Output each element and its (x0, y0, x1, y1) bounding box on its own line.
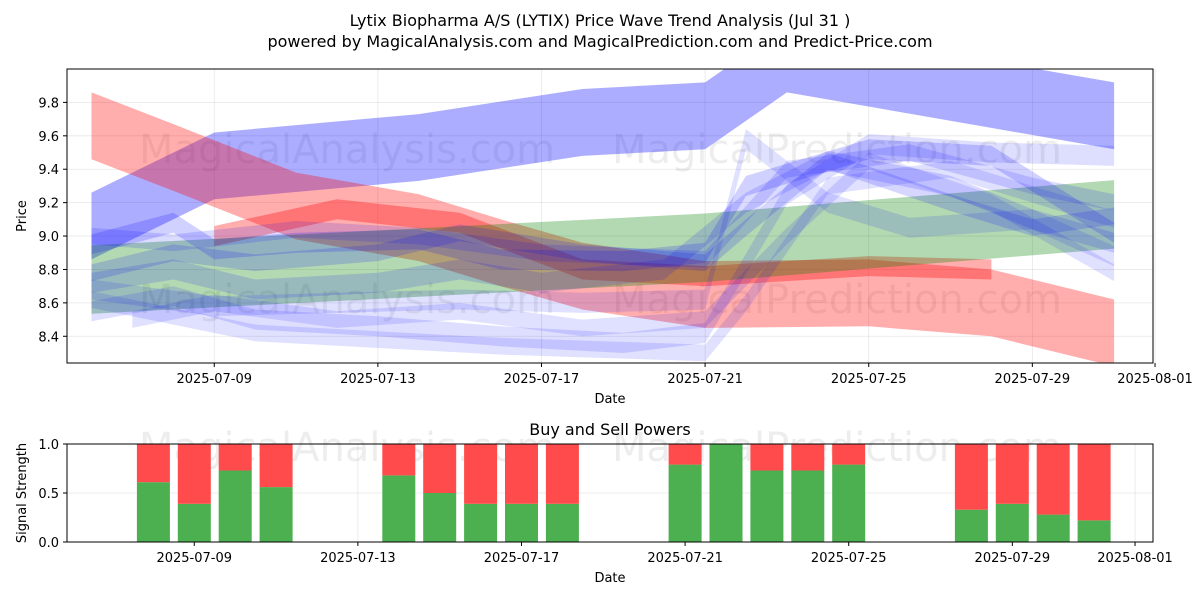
price-y-tick-label: 9.2 (38, 197, 59, 212)
price-x-tick-label: 2025-08-01 (1117, 372, 1193, 387)
sell-bar-2025-07-29 (995, 444, 1029, 504)
powers-x-tick-label: 2025-07-09 (156, 551, 232, 566)
sell-bar-2025-07-25 (832, 444, 866, 465)
watermark-prediction: MagicalPrediction.com (612, 127, 1062, 173)
price-wave-band-red-2 (214, 199, 992, 287)
buy-bar-2025-07-28 (954, 509, 988, 542)
price-x-tick-label: 2025-07-09 (176, 372, 252, 387)
buy-bar-2025-07-21 (668, 464, 702, 542)
powers-x-tick-label: 2025-07-17 (484, 551, 560, 566)
buy-bar-2025-07-18 (545, 503, 579, 542)
buy-bar-2025-07-08 (136, 482, 170, 542)
price-wave-band-blue-0 (91, 69, 1115, 260)
powers-bars (136, 444, 1111, 542)
powers-y-axis-label: Signal Strength (15, 443, 30, 543)
price-watermarks: MagicalAnalysis.com MagicalPrediction.co… (139, 127, 1062, 323)
watermark-prediction-lower: MagicalPrediction.com (612, 277, 1062, 323)
buy-bar-2025-07-22 (709, 444, 743, 542)
powers-x-tick-label: 2025-07-21 (647, 551, 723, 566)
powers-x-axis-label: Date (594, 571, 625, 586)
powers-x-tick-label: 2025-07-13 (320, 551, 396, 566)
price-wave-band-blue-10 (91, 144, 1115, 268)
price-y-tick-label: 9.6 (38, 130, 59, 145)
powers-x-tick-label: 2025-07-29 (975, 551, 1051, 566)
price-y-tick-label: 9.8 (38, 96, 59, 111)
price-wave-band-blue-5 (91, 150, 1115, 300)
powers-x-tick-label: 2025-08-01 (1097, 551, 1173, 566)
price-plot-frame (66, 68, 1154, 364)
price-y-tick-label: 8.6 (38, 297, 59, 312)
sell-bar-2025-07-09 (177, 444, 211, 504)
powers-y-tick-label: 0.5 (38, 487, 59, 502)
buy-bar-2025-07-31 (1077, 520, 1111, 542)
sell-bar-2025-07-11 (259, 444, 293, 488)
price-wave-band-blue-6 (91, 134, 1115, 353)
buy-bar-2025-07-15 (423, 493, 457, 542)
sell-bar-2025-07-17 (505, 444, 538, 504)
sell-bar-2025-07-21 (668, 444, 702, 465)
sell-bar-2025-07-24 (791, 444, 825, 471)
sell-bar-2025-07-28 (954, 444, 988, 510)
price-wave-band-red-1 (91, 92, 1115, 363)
buy-bar-2025-07-29 (995, 503, 1029, 542)
buy-bar-2025-07-17 (505, 503, 538, 542)
chart-title-line2: powered by MagicalAnalysis.com and Magic… (267, 32, 932, 51)
powers-y-tick-label: 0.0 (38, 536, 59, 551)
watermark-analysis-lower: MagicalAnalysis.com (139, 277, 555, 323)
sell-bar-2025-07-16 (464, 444, 498, 504)
price-x-tick-label: 2025-07-17 (504, 372, 580, 387)
sell-bar-2025-07-23 (750, 444, 784, 471)
price-y-tick-label: 8.8 (38, 263, 59, 278)
price-wave-band-blue-4 (91, 139, 1115, 272)
price-wave-bands (91, 69, 1115, 363)
buy-bar-2025-07-24 (791, 470, 825, 542)
price-wave-band-blue-7 (91, 160, 1115, 362)
buy-bar-2025-07-23 (750, 470, 784, 542)
buy-bar-2025-07-11 (259, 487, 293, 542)
price-x-axis-label: Date (594, 392, 625, 407)
sell-bar-2025-07-18 (545, 444, 579, 504)
powers-title: Buy and Sell Powers (529, 420, 691, 439)
price-wave-band-green-3 (91, 180, 1115, 314)
price-grid (67, 69, 1156, 363)
price-x-tick-label: 2025-07-25 (831, 372, 907, 387)
buy-bar-2025-07-30 (1036, 514, 1070, 542)
price-axes: 8.4 8.6 8.8 9.0 9.2 9.4 9.6 9.8 2025-07-09 2025-0… (38, 96, 1193, 387)
price-x-tick-label: 2025-07-29 (995, 372, 1071, 387)
price-y-tick-label: 8.4 (38, 330, 59, 345)
powers-x-tick-label: 2025-07-25 (811, 551, 887, 566)
buy-bar-2025-07-09 (177, 503, 211, 542)
chart-title-line1: Lytix Biopharma A/S (LYTIX) Price Wave T… (350, 11, 851, 30)
sell-bar-2025-07-14 (382, 444, 416, 476)
sell-bar-2025-07-08 (136, 444, 170, 483)
price-y-tick-label: 9.4 (38, 163, 59, 178)
watermark-analysis: MagicalAnalysis.com (139, 127, 555, 173)
buy-bar-2025-07-25 (832, 464, 866, 542)
buy-bar-2025-07-14 (382, 475, 416, 542)
price-x-tick-label: 2025-07-13 (340, 372, 416, 387)
price-x-tick-label: 2025-07-21 (667, 372, 743, 387)
buy-bar-2025-07-16 (464, 503, 498, 542)
sell-bar-2025-07-15 (423, 444, 457, 493)
price-wave-band-blue-8 (91, 152, 1115, 282)
price-y-tick-label: 9.0 (38, 230, 59, 245)
powers-y-tick-label: 1.0 (38, 438, 59, 453)
price-y-axis-label: Price (15, 200, 30, 232)
buy-bar-2025-07-10 (218, 470, 252, 542)
price-wave-band-blue-11 (91, 129, 1115, 317)
sell-bar-2025-07-30 (1036, 444, 1070, 515)
sell-bar-2025-07-31 (1077, 444, 1111, 521)
powers-axes: 0.0 0.5 1.0 2025-07-09 2025-07-13 2025-07-17 2… (38, 438, 1173, 566)
sell-bar-2025-07-10 (218, 444, 252, 471)
